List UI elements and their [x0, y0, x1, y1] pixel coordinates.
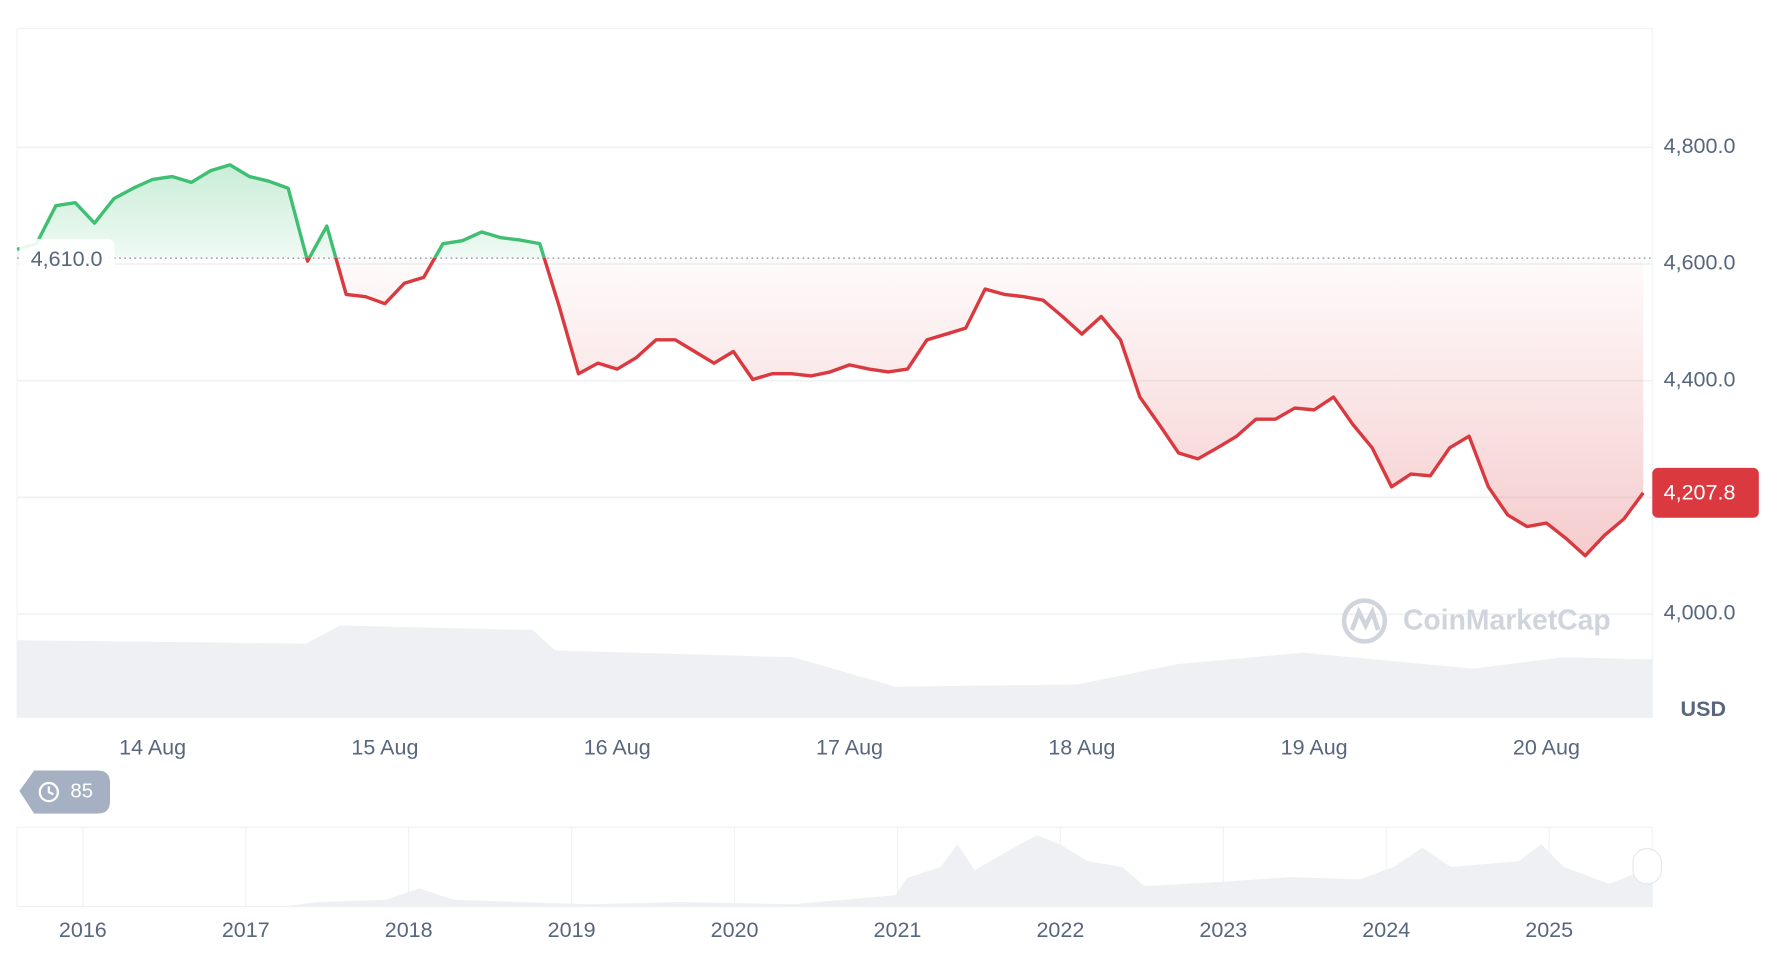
current-price-label: 4,207.8: [1664, 481, 1736, 505]
line-area: [17, 164, 1644, 556]
navigator-label: 2020: [711, 918, 759, 942]
navigator-label: 2019: [548, 918, 596, 942]
navigator-label: 2024: [1362, 918, 1410, 942]
current-price-badge: [1652, 467, 1759, 518]
x-tick-label: 20 Aug: [1513, 736, 1580, 760]
navigator-label: 2025: [1525, 918, 1573, 942]
x-tick-label: 14 Aug: [119, 736, 186, 760]
navigator-label: 2021: [874, 918, 922, 942]
reference-badge: [19, 238, 115, 278]
navigator-area: [17, 835, 1653, 907]
navigator-label: 2016: [59, 918, 107, 942]
x-tick-label: 16 Aug: [584, 736, 651, 760]
y-tick-label: 4,800.0: [1664, 134, 1736, 158]
navigator-label: 2018: [385, 918, 433, 942]
y-tick-label: 4,000.0: [1664, 601, 1736, 625]
history-count: 85: [70, 780, 93, 802]
price-line: [16, 163, 1645, 558]
navigator-label: 2023: [1199, 918, 1247, 942]
navigator-label: 2022: [1036, 918, 1084, 942]
navigator-handle[interactable]: [1632, 848, 1662, 885]
y-tick-label: 4,600.0: [1664, 251, 1736, 275]
x-tick-label: 15 Aug: [351, 736, 418, 760]
watermark-text: CoinMarketCap: [1403, 605, 1611, 637]
x-tick-label: 19 Aug: [1281, 736, 1348, 760]
reference-label: 4,610.0: [31, 247, 103, 271]
history-badge: 85: [19, 770, 111, 814]
y-tick-label: 4,400.0: [1664, 367, 1736, 391]
watermark: CoinMarketCap: [1341, 598, 1611, 644]
navigator-label: 2017: [222, 918, 270, 942]
volume-area: [17, 625, 1653, 718]
x-tick-label: 18 Aug: [1048, 736, 1115, 760]
x-tick-label: 17 Aug: [816, 736, 883, 760]
y-unit: USD: [1681, 697, 1726, 721]
